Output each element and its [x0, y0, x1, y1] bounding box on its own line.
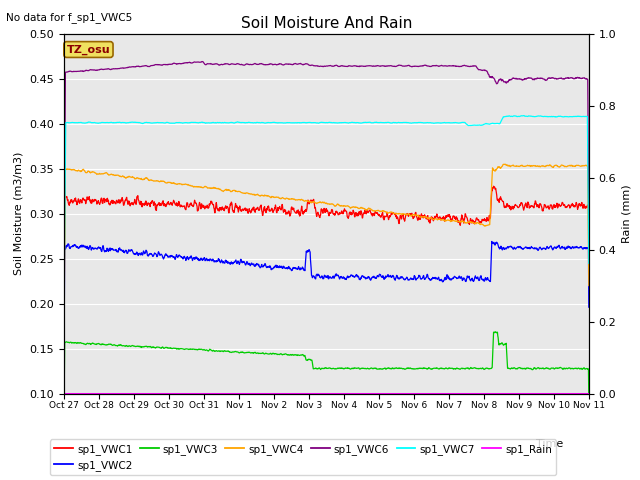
Y-axis label: Soil Moisture (m3/m3): Soil Moisture (m3/m3)	[14, 152, 24, 276]
Y-axis label: Rain (mm): Rain (mm)	[622, 184, 632, 243]
Text: No data for f_sp1_VWC5: No data for f_sp1_VWC5	[6, 12, 132, 23]
Title: Soil Moisture And Rain: Soil Moisture And Rain	[241, 16, 412, 31]
Text: Time: Time	[536, 439, 563, 449]
Text: TZ_osu: TZ_osu	[67, 44, 110, 55]
Legend: sp1_VWC1, sp1_VWC2, sp1_VWC3, sp1_VWC4, sp1_VWC6, sp1_VWC7, sp1_Rain: sp1_VWC1, sp1_VWC2, sp1_VWC3, sp1_VWC4, …	[50, 439, 556, 475]
